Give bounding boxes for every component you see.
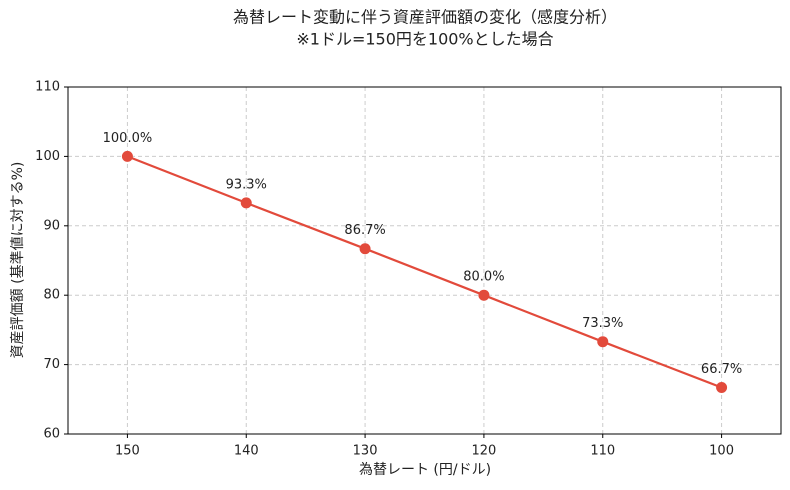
- y-tick-label: 80: [43, 288, 60, 303]
- value-label: 86.7%: [344, 223, 385, 238]
- value-label: 80.0%: [463, 270, 504, 285]
- y-tick-label: 90: [43, 218, 60, 233]
- chart-title: 為替レート変動に伴う資産評価額の変化（感度分析）: [233, 8, 617, 27]
- point: [240, 197, 252, 209]
- y-tick-label: 60: [43, 427, 60, 442]
- y-tick-label: 70: [43, 357, 60, 372]
- x-tick-label: 150: [115, 444, 140, 459]
- y-tick-label: 110: [35, 80, 60, 95]
- x-tick-label: 100: [709, 444, 734, 459]
- y-tick-label: 100: [35, 149, 60, 164]
- y-axis-label: 資産評価額 (基準値に対する%): [9, 162, 26, 359]
- point: [716, 382, 728, 394]
- value-label: 73.3%: [582, 316, 623, 331]
- chart-subtitle: ※1ドル=150円を100%とした場合: [296, 30, 553, 49]
- x-tick-label: 110: [590, 444, 615, 459]
- value-label: 100.0%: [103, 131, 153, 146]
- x-tick-label: 130: [353, 444, 378, 459]
- value-label: 66.7%: [701, 362, 742, 377]
- value-label: 93.3%: [226, 177, 267, 192]
- x-tick-label: 140: [234, 444, 259, 459]
- x-tick-label: 120: [472, 444, 497, 459]
- point: [359, 243, 371, 255]
- point: [478, 289, 490, 301]
- point: [121, 150, 133, 162]
- point: [597, 336, 609, 348]
- line: [127, 155, 722, 389]
- plot-frame: [67, 86, 782, 435]
- x-axis-label: 為替レート (円/ドル): [359, 462, 491, 478]
